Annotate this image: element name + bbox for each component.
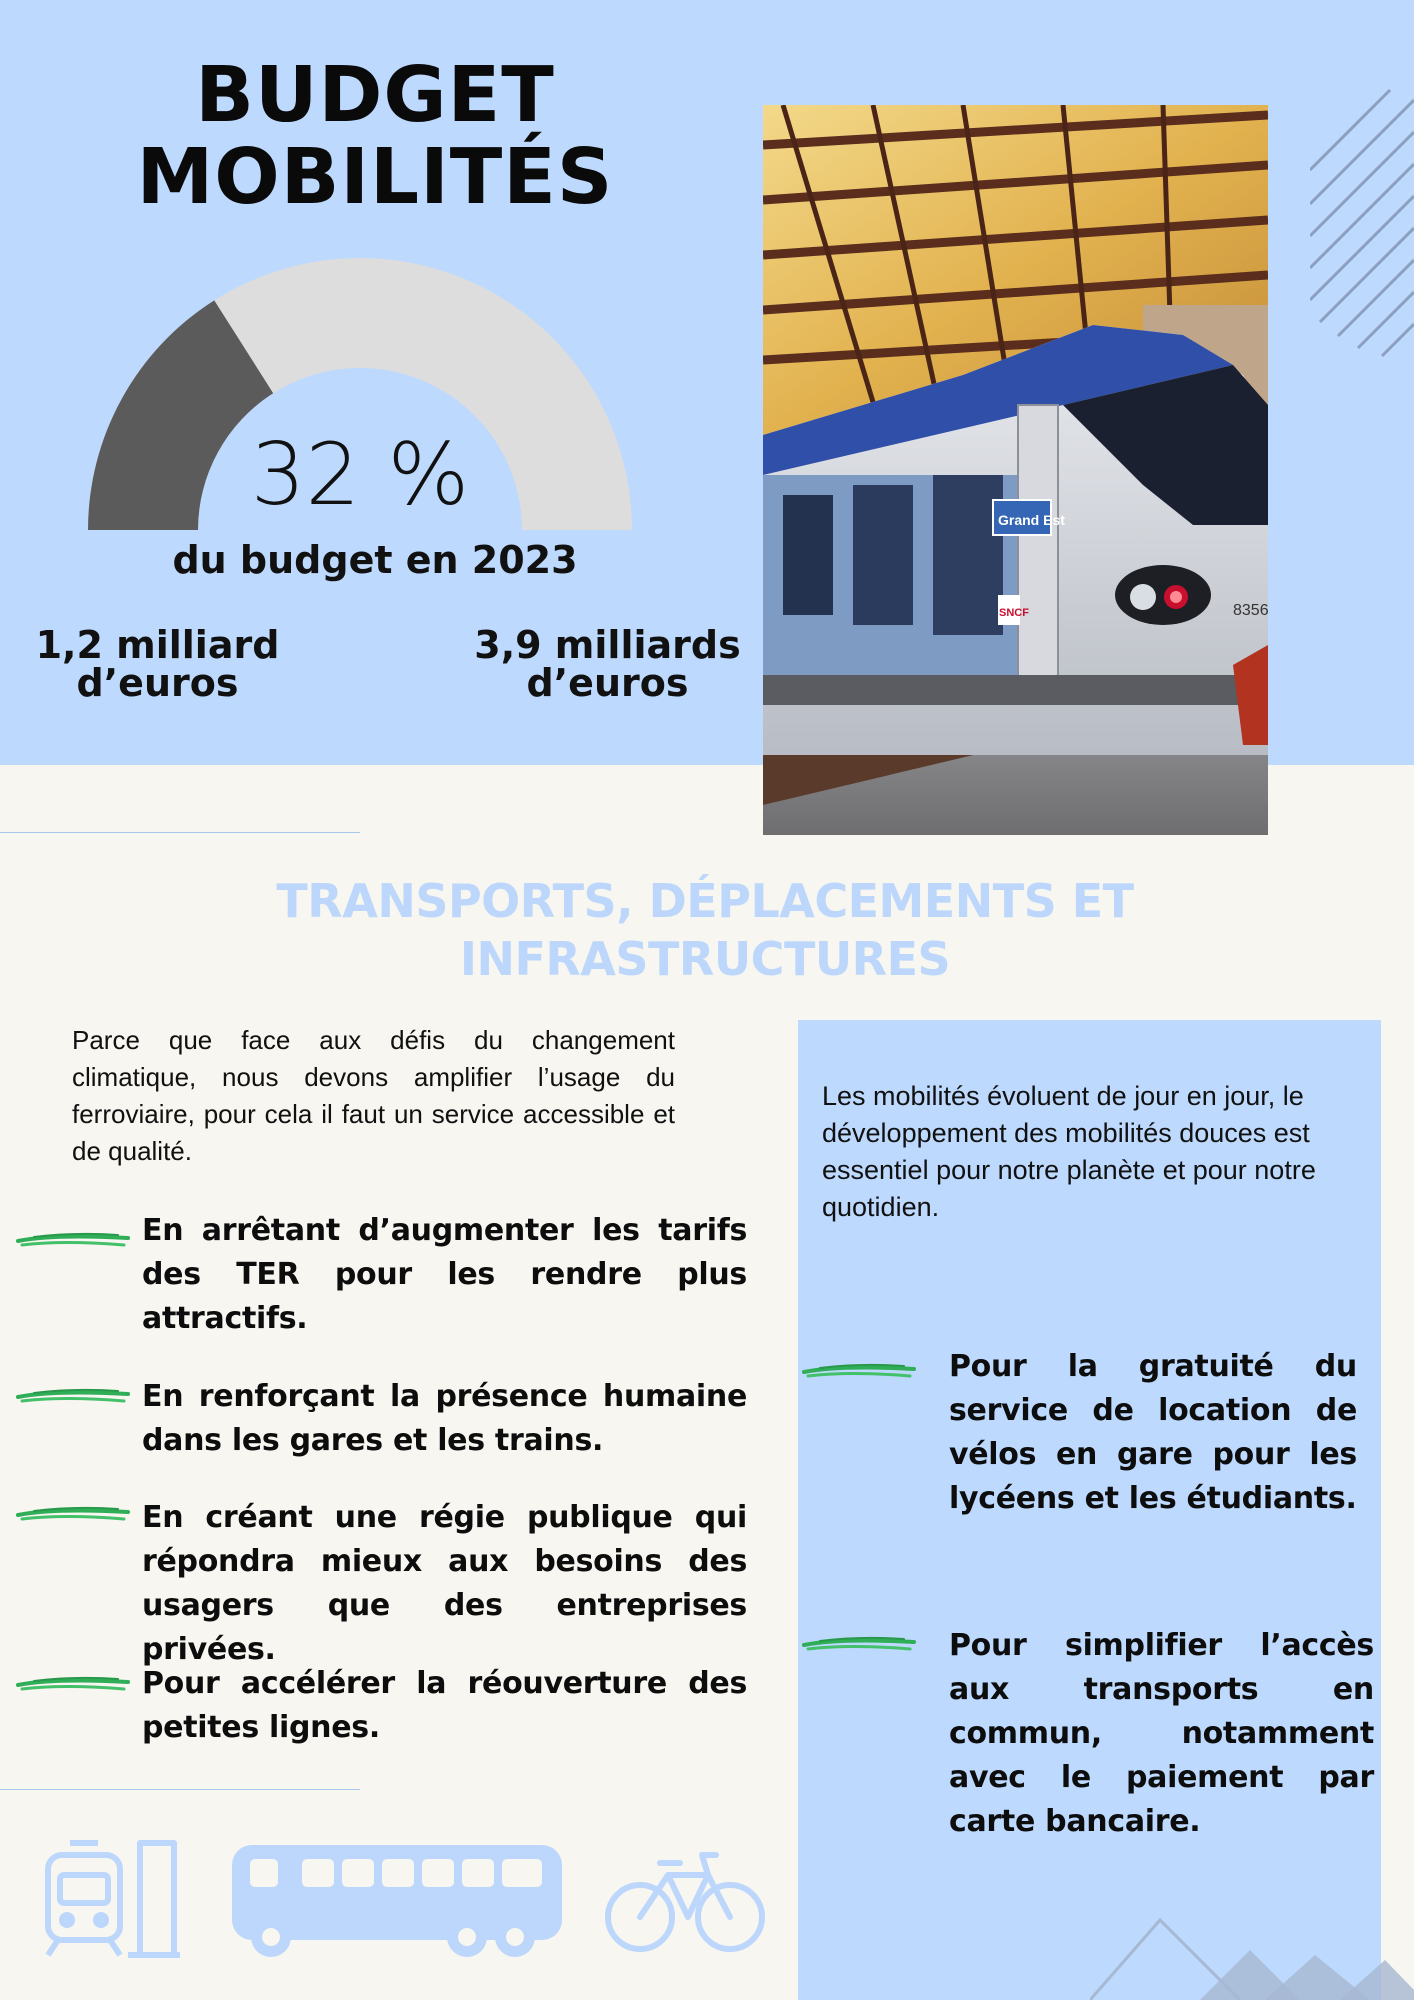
left-bullet-2: En renforçant la présence humaine dans l… <box>142 1379 747 1458</box>
bicycle-icon <box>605 1852 765 1952</box>
brush-bullet-icon <box>16 1676 130 1691</box>
right-panel <box>798 1020 1381 2000</box>
train-number: 8356 <box>1233 602 1268 619</box>
right-intro-text: Les mobilités évoluent de jour en jour, … <box>822 1081 1316 1222</box>
right-bullet-1: Pour la gratuité du service de location … <box>949 1349 1357 1516</box>
brush-bullet-icon <box>802 1636 916 1651</box>
operator-logo: SNCF <box>999 607 1029 619</box>
brush-bullet-icon <box>802 1363 916 1378</box>
amount-left: 1,2 milliard d’euros <box>30 626 285 702</box>
title-line-2: MOBILITÉS <box>136 133 614 222</box>
decorative-stripes <box>1310 88 1414 358</box>
budget-percent: 32 % <box>250 425 470 525</box>
brush-bullet-icon <box>16 1232 130 1247</box>
budget-caption: du budget en 2023 <box>172 538 578 582</box>
divider-bottom <box>0 1789 360 1790</box>
decorative-mountains <box>1090 1917 1414 2000</box>
right-bullet-2: Pour simplifier l’accès aux transports e… <box>949 1628 1374 1839</box>
page-title: BUDGET MOBILITÉS <box>80 55 670 219</box>
bus-icon <box>232 1845 562 1957</box>
amount-right: 3,9 milliards d’euros <box>470 626 745 702</box>
amount-left-unit: d’euros <box>76 661 239 705</box>
title-line-1: BUDGET <box>195 51 555 140</box>
budget-gauge <box>88 258 632 530</box>
left-bullet-3: En créant une régie publique qui répondr… <box>142 1500 747 1667</box>
section-title: TRANSPORTS, DÉPLACEMENTS ET INFRASTRUCTU… <box>200 872 1210 988</box>
divider-top <box>0 832 360 833</box>
transport-icons <box>45 1840 765 1958</box>
amount-right-unit: d’euros <box>526 661 689 705</box>
gauge-filled-arc <box>88 300 274 530</box>
amount-left-value: 1,2 milliard <box>35 623 280 667</box>
brush-bullet-icon <box>16 1506 130 1521</box>
section-title-line-1: TRANSPORTS, DÉPLACEMENTS ET <box>276 874 1134 928</box>
left-bullet-1: En arrêtant d’augmenter les tarifs des T… <box>142 1213 747 1336</box>
train-badge-text: Grand Est <box>998 512 1065 528</box>
train-icon <box>45 1840 180 1958</box>
section-title-line-2: INFRASTRUCTURES <box>459 932 951 986</box>
amount-right-value: 3,9 milliards <box>474 623 741 667</box>
left-intro-text: Parce que face aux défis du changement c… <box>72 1025 675 1166</box>
train-photo: Grand Est SNCF 8356 <box>763 105 1268 835</box>
left-bullet-4: Pour accélérer la réouverture des petite… <box>142 1666 747 1745</box>
brush-bullet-icon <box>16 1388 130 1403</box>
